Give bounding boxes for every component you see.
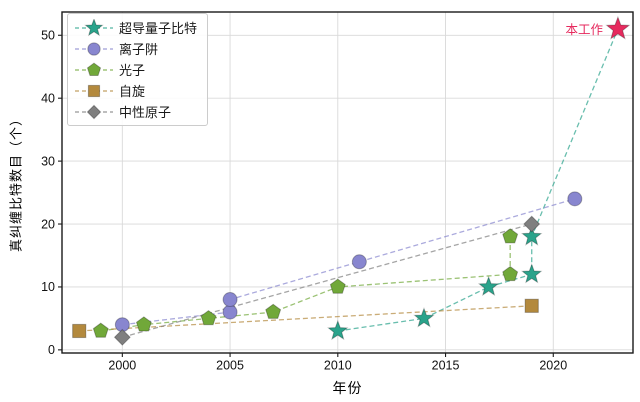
series-markers-spins: [72, 298, 539, 339]
svg-text:2000: 2000: [108, 359, 136, 373]
svg-text:10: 10: [41, 280, 55, 294]
diamond-marker-icon: [75, 104, 113, 119]
svg-text:20: 20: [41, 217, 55, 231]
x-axis-label: 年份: [332, 380, 363, 396]
legend-label: 自旋: [119, 84, 146, 99]
svg-text:2015: 2015: [432, 359, 460, 373]
series-markers-ion-trap: [114, 191, 583, 333]
legend-item-spins: 自旋: [74, 80, 197, 101]
tick-labels: 2000 2005 2010 2015 2020 0 10 20 30 40 50: [41, 29, 567, 373]
y-axis-label: 真纠缠比特数目（个）: [8, 111, 24, 253]
series-markers-superconducting-qubits: [327, 225, 543, 341]
legend-label: 光子: [119, 63, 146, 78]
legend-item-neutral-atoms: 中性原子: [74, 101, 197, 122]
pentagon-marker-icon: [75, 62, 113, 76]
legend-item-photons: 光子: [74, 59, 197, 80]
this-work-annotation: 本工作: [565, 23, 603, 37]
legend-item-ion-trap: 离子阱: [74, 38, 197, 59]
svg-text:2010: 2010: [324, 359, 352, 373]
series-line-photons: [100, 236, 511, 332]
series-markers-photons: [92, 228, 519, 338]
circle-marker-icon: [75, 41, 113, 56]
svg-text:0: 0: [48, 343, 55, 357]
axis-ticks: [58, 34, 554, 357]
svg-text:50: 50: [41, 29, 55, 43]
svg-text:30: 30: [41, 154, 55, 168]
star-marker-icon: [75, 18, 113, 36]
svg-text:2005: 2005: [216, 359, 244, 373]
this-work-marker: [605, 15, 631, 40]
svg-text:2020: 2020: [539, 359, 567, 373]
series-line-ion-trap: [122, 198, 576, 326]
legend: 超导量子比特 离子阱 光子 自旋 中性原子: [67, 13, 209, 126]
series-line-spins: [79, 305, 532, 332]
plot-border: [61, 11, 634, 354]
legend-label: 超导量子比特: [119, 21, 198, 36]
legend-label: 离子阱: [119, 42, 159, 57]
square-marker-icon: [75, 84, 113, 97]
series-line-neutral-atoms: [122, 223, 532, 338]
svg-text:40: 40: [41, 91, 55, 105]
series-line-superconducting-qubits: [337, 28, 619, 332]
legend-label: 中性原子: [119, 105, 172, 120]
series-markers-neutral-atoms: [113, 215, 541, 346]
legend-item-superconducting-qubits: 超导量子比特: [74, 17, 197, 38]
